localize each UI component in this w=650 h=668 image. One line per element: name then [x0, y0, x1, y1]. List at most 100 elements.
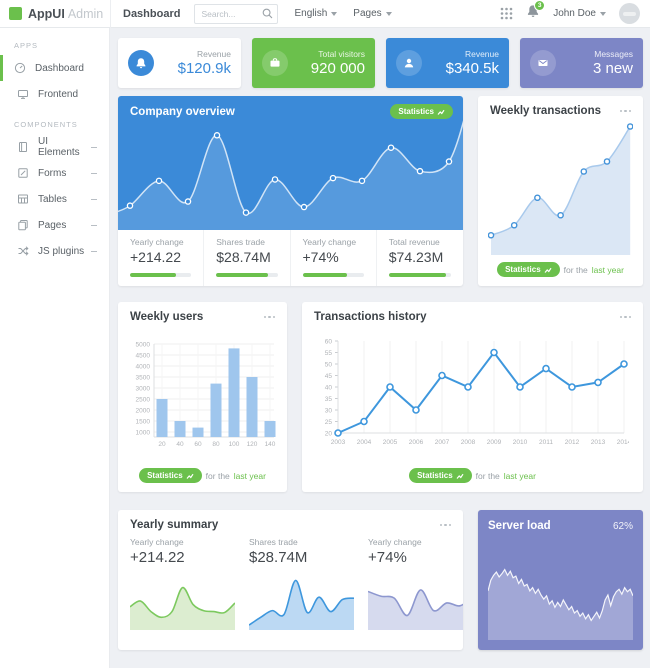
- submenu-indicator-icon: [91, 224, 97, 226]
- svg-text:2010: 2010: [513, 439, 528, 446]
- svg-text:60: 60: [325, 339, 333, 346]
- summary-shares-trade: Shares trade $28.74M: [248, 537, 355, 637]
- chevron-down-icon: [331, 11, 338, 16]
- divider: [110, 0, 111, 28]
- svg-text:2003: 2003: [331, 439, 346, 446]
- summary-yearly-change-2: Yearly change +74%: [367, 537, 463, 637]
- sidebar-item-pages[interactable]: Pages: [0, 212, 109, 238]
- search-box: [194, 3, 279, 24]
- weekly-transactions-card: Weekly transactions Statistics for the l…: [478, 96, 643, 286]
- svg-text:45: 45: [325, 373, 333, 380]
- language-menu[interactable]: English: [294, 8, 338, 19]
- svg-text:4500: 4500: [136, 353, 151, 360]
- stat-shares-trade: Shares trade $28.74M: [204, 230, 291, 286]
- page-title: Dashboard: [123, 7, 181, 20]
- stat-total-revenue: Total revenue $74.23M: [377, 230, 463, 286]
- brand-suffix: Admin: [67, 6, 104, 21]
- avatar[interactable]: [619, 3, 640, 24]
- svg-text:2500: 2500: [136, 397, 151, 404]
- more-options-icon[interactable]: [619, 313, 631, 322]
- svg-text:2012: 2012: [565, 439, 580, 446]
- pages-menu[interactable]: Pages: [353, 8, 392, 19]
- sidebar-item-js-plugins[interactable]: JS plugins: [0, 238, 109, 264]
- sidebar-item-ui-elements[interactable]: UI Elements: [0, 134, 109, 160]
- shuffle-arrows-icon: [18, 246, 29, 256]
- top-bar: AppUI Admin Dashboard English Pages 3 Jo…: [0, 0, 650, 28]
- notifications-button[interactable]: 3: [526, 0, 546, 24]
- logo-icon: [9, 7, 22, 20]
- pencil-square-icon: [18, 168, 28, 178]
- statistics-badge[interactable]: Statistics: [409, 468, 472, 483]
- svg-text:3000: 3000: [136, 386, 151, 393]
- sidebar-item-tables[interactable]: Tables: [0, 186, 109, 212]
- search-icon[interactable]: [262, 8, 273, 19]
- submenu-indicator-icon: [91, 146, 97, 148]
- more-options-icon[interactable]: [619, 107, 631, 116]
- svg-text:40: 40: [325, 385, 333, 392]
- main-content: Revenue $120.9k Total visitors 920 000 Rev…: [110, 28, 650, 650]
- apps-grid-icon[interactable]: [500, 7, 513, 20]
- submenu-indicator-icon: [91, 172, 97, 174]
- chevron-down-icon: [600, 11, 606, 16]
- svg-text:55: 55: [325, 350, 333, 357]
- svg-text:2009: 2009: [487, 439, 502, 446]
- stat-card-revenue-2: Revenue $340.5k: [386, 38, 509, 88]
- svg-text:50: 50: [325, 362, 333, 369]
- sidebar-section-components: COMPONENTS: [14, 120, 78, 129]
- stat-card-messages: Messages 3 new: [520, 38, 643, 88]
- progress-bar: [216, 273, 278, 277]
- app-logo[interactable]: AppUI Admin: [0, 0, 110, 28]
- progress-bar: [302, 273, 364, 277]
- svg-text:100: 100: [229, 441, 240, 448]
- stat-card-total-visitors: Total visitors 920 000: [252, 38, 375, 88]
- svg-text:140: 140: [265, 441, 276, 448]
- submenu-indicator-icon: [91, 250, 97, 252]
- shares-trade-sparkline: [248, 579, 355, 630]
- yearly-summary-card: Yearly summary Yearly change +214.22 Sha…: [118, 510, 463, 650]
- svg-text:4000: 4000: [136, 364, 151, 371]
- sidebar-item-dashboard[interactable]: Dashboard: [0, 55, 109, 81]
- notification-count-badge: 3: [534, 0, 546, 11]
- statistics-badge[interactable]: Statistics: [390, 104, 453, 119]
- user-menu[interactable]: John Doe: [553, 8, 606, 19]
- more-options-icon[interactable]: [439, 521, 451, 530]
- stat-card-revenue-1: Revenue $120.9k: [118, 38, 241, 88]
- company-overview-stats: Yearly change +214.22 Shares trade $28.74M…: [118, 230, 463, 286]
- search-input[interactable]: [194, 3, 279, 24]
- sidebar-item-forms[interactable]: Forms: [0, 160, 109, 186]
- server-load-chart: [488, 568, 633, 640]
- progress-bar: [388, 273, 451, 277]
- last-year-link[interactable]: last year: [591, 264, 624, 275]
- more-options-icon[interactable]: [263, 313, 275, 322]
- weekly-users-card: Weekly users 1000 1500 2000 2500 3000 3500 400…: [118, 302, 287, 492]
- trend-arrow-icon: [437, 109, 445, 115]
- company-overview-chart-area: Company overview Statistics: [118, 96, 463, 230]
- book-icon: [19, 142, 27, 152]
- briefcase-icon: [270, 58, 280, 67]
- card-title: Company overview: [130, 106, 235, 118]
- weekly-transactions-chart: [487, 123, 634, 255]
- svg-text:120: 120: [247, 441, 258, 448]
- weekly-users-chart: 1000 1500 2000 2500 3000 3500 4000 4500 5000 20 40…: [136, 342, 276, 449]
- sidebar-item-frontend[interactable]: Frontend: [0, 81, 109, 107]
- trend-arrow-icon: [186, 473, 194, 479]
- svg-text:40: 40: [176, 441, 184, 448]
- summary-yearly-change: Yearly change +214.22: [129, 537, 236, 637]
- svg-text:2008: 2008: [461, 439, 476, 446]
- svg-text:3500: 3500: [136, 375, 151, 382]
- transactions-history-card: Transactions history 20 25 30 35 40 45 50 55 60 2…: [302, 302, 643, 492]
- yearly-change-sparkline-2: [367, 589, 463, 630]
- envelope-icon: [538, 60, 548, 66]
- svg-text:5000: 5000: [136, 342, 151, 349]
- last-year-link[interactable]: last year: [233, 470, 266, 481]
- svg-text:60: 60: [194, 441, 202, 448]
- card-title: Weekly transactions: [490, 105, 602, 117]
- company-overview-card: Company overview Statistics Yearly chang…: [118, 96, 463, 286]
- server-load-value: 62%: [612, 520, 633, 532]
- server-load-card: Server load 62%: [478, 510, 643, 650]
- card-title: Transactions history: [314, 311, 427, 323]
- statistics-badge[interactable]: Statistics: [497, 262, 560, 277]
- last-year-link[interactable]: last year: [503, 470, 536, 481]
- statistics-badge[interactable]: Statistics: [139, 468, 202, 483]
